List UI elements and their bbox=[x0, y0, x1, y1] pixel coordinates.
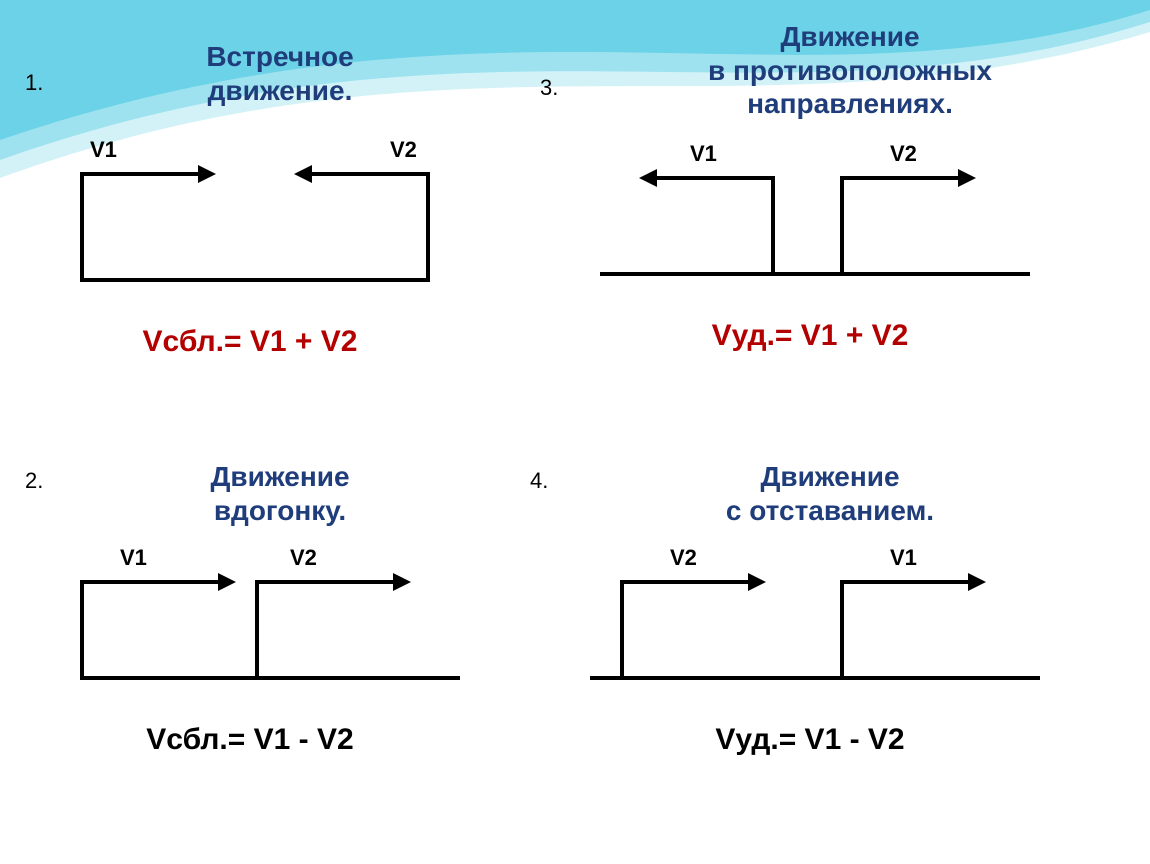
title-line: направлениях. bbox=[747, 88, 953, 119]
arrow-right bbox=[310, 172, 430, 176]
arrow-left bbox=[80, 172, 200, 176]
arrow-right bbox=[255, 580, 395, 584]
title-line: с отставанием. bbox=[726, 495, 934, 526]
stem-left bbox=[620, 580, 624, 680]
arrow-left bbox=[655, 176, 775, 180]
title-line: Движение bbox=[780, 21, 919, 52]
diagram-chase: V1 V2 bbox=[30, 545, 570, 705]
slide-content: 1. Встречное движение. V1 V2 Vсбл.= V1 +… bbox=[0, 0, 1150, 864]
title-line: Движение bbox=[210, 461, 349, 492]
formula: Vуд.= V1 + V2 bbox=[590, 319, 1030, 353]
panel-title: Встречное движение. bbox=[90, 40, 470, 107]
stem-left bbox=[771, 176, 775, 276]
baseline bbox=[600, 272, 1030, 276]
v-label-right: V2 bbox=[390, 137, 417, 163]
stem-left bbox=[80, 580, 84, 680]
formula: Vсбл.= V1 + V2 bbox=[30, 325, 470, 359]
title-line: движение. bbox=[208, 75, 353, 106]
title-line: Движение bbox=[760, 461, 899, 492]
formula: Vуд.= V1 - V2 bbox=[590, 723, 1030, 757]
stem-center bbox=[840, 580, 844, 680]
panel-2: 2. Движение вдогонку. V1 V2 Vсбл.= V1 - … bbox=[30, 460, 570, 757]
panel-title: Движение с отставанием. bbox=[590, 460, 1070, 527]
diagram-lag: V2 V1 bbox=[590, 545, 1130, 705]
panel-number: 4. bbox=[530, 468, 548, 494]
diagram-apart: V1 V2 bbox=[590, 141, 1130, 301]
baseline bbox=[80, 278, 430, 282]
v-label-left: V1 bbox=[120, 545, 147, 571]
v-label-right: V2 bbox=[290, 545, 317, 571]
arrow-right bbox=[840, 176, 960, 180]
panel-number: 2. bbox=[25, 468, 43, 494]
v-label-left: V1 bbox=[690, 141, 717, 167]
baseline bbox=[80, 676, 460, 680]
stem-right bbox=[426, 172, 430, 282]
formula: Vсбл.= V1 - V2 bbox=[30, 723, 470, 757]
baseline bbox=[590, 676, 1040, 680]
v-label-right: V2 bbox=[890, 141, 917, 167]
title-line: в противоположных bbox=[708, 55, 992, 86]
arrow-right bbox=[840, 580, 970, 584]
panel-1: 1. Встречное движение. V1 V2 Vсбл.= V1 +… bbox=[30, 40, 570, 359]
arrow-right-head bbox=[294, 165, 312, 183]
panel-title: Движение в противоположных направлениях. bbox=[590, 20, 1110, 121]
arrow-left-head bbox=[748, 573, 766, 591]
arrow-left bbox=[80, 580, 220, 584]
arrow-right-head bbox=[958, 169, 976, 187]
arrow-left-head bbox=[639, 169, 657, 187]
title-line: вдогонку. bbox=[214, 495, 346, 526]
v-label-left: V1 bbox=[90, 137, 117, 163]
stem-right bbox=[840, 176, 844, 276]
v-label-right: V1 bbox=[890, 545, 917, 571]
arrow-left-head bbox=[218, 573, 236, 591]
v-label-left: V2 bbox=[670, 545, 697, 571]
arrow-left bbox=[620, 580, 750, 584]
arrow-right-head bbox=[968, 573, 986, 591]
panel-3: 3. Движение в противоположных направлени… bbox=[590, 20, 1130, 353]
stem-center bbox=[255, 580, 259, 680]
arrow-left-head bbox=[198, 165, 216, 183]
panel-4: 4. Движение с отставанием. V2 V1 Vуд.= V… bbox=[590, 460, 1130, 757]
title-line: Встречное bbox=[206, 41, 353, 72]
panel-title: Движение вдогонку. bbox=[90, 460, 470, 527]
diagram-towards: V1 V2 bbox=[30, 137, 570, 307]
arrow-right-head bbox=[393, 573, 411, 591]
panel-number: 3. bbox=[540, 75, 558, 101]
panel-number: 1. bbox=[25, 70, 43, 96]
stem-left bbox=[80, 172, 84, 282]
